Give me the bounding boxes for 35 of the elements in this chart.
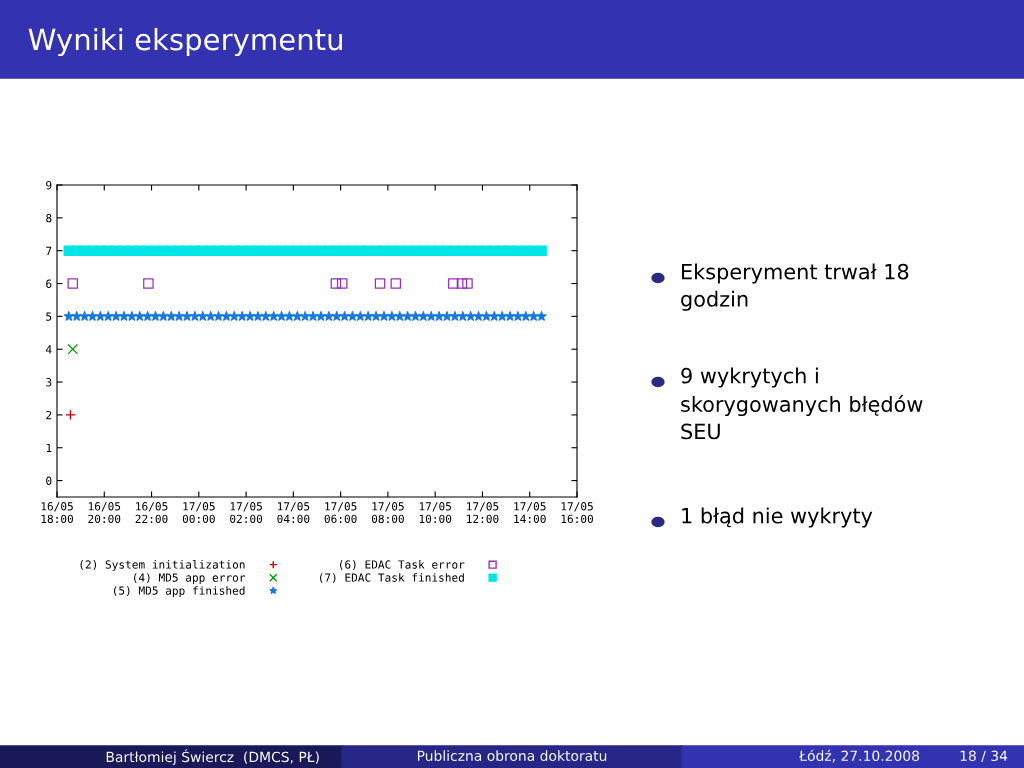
x-tick-label: 16/05 22:00 [135, 502, 168, 524]
y-tick-label: 7 [46, 246, 52, 255]
y-tick-label: 4 [46, 345, 52, 354]
x-tick-label: 17/05 00:00 [182, 502, 215, 524]
text: Eksperyment trwał 18 godzin [681, 263, 909, 311]
x-tick-label: 17/05 16:00 [561, 502, 593, 524]
x-tick-label: 16/05 18:00 [41, 502, 73, 524]
y-tick-label: 2 [46, 410, 52, 420]
legend-label: (6) EDAC Task error [340, 560, 465, 571]
y-tick-label: 1 [46, 443, 52, 452]
text: Publiczna obrona doktoratu [417, 750, 607, 762]
x-tick-label: 17/05 06:00 [324, 502, 357, 524]
y-tick-label: 9 [46, 181, 52, 190]
y-tick-label: 8 [46, 213, 52, 223]
legend-label: (4) MD5 app error [134, 573, 246, 584]
x-tick-label: 17/05 10:00 [419, 502, 452, 524]
chart-title: Wyniki eksperymentu [28, 27, 342, 57]
text: Bartłomiej Świercz (DMCS, PŁ) [106, 749, 319, 765]
x-tick-label: 17/05 12:00 [467, 502, 499, 524]
x-tick-label: 16/05 20:00 [88, 502, 121, 524]
legend-label: (2) System initialization [80, 560, 245, 571]
x-tick-label: 17/05 14:00 [514, 502, 546, 524]
x-tick-label: 17/05 04:00 [277, 502, 310, 524]
x-tick-label: 17/05 02:00 [230, 502, 263, 524]
text: 18 / 34 [960, 750, 1008, 763]
y-tick-label: 3 [46, 378, 52, 387]
text: Łódź, 27.10.2008 [799, 749, 920, 763]
y-tick-label: 6 [46, 279, 52, 288]
x-tick-label: 17/05 08:00 [371, 502, 404, 524]
legend-label: (5) MD5 app finished [114, 586, 245, 597]
text: 9 wykrytych i skorygowanych błędów SEU [681, 367, 923, 440]
legend-label: (7) EDAC Task finished [320, 573, 464, 584]
y-tick-label: 0 [46, 476, 52, 485]
y-tick-label: 5 [46, 312, 52, 321]
text: 1 błąd nie wykryty [682, 507, 873, 528]
